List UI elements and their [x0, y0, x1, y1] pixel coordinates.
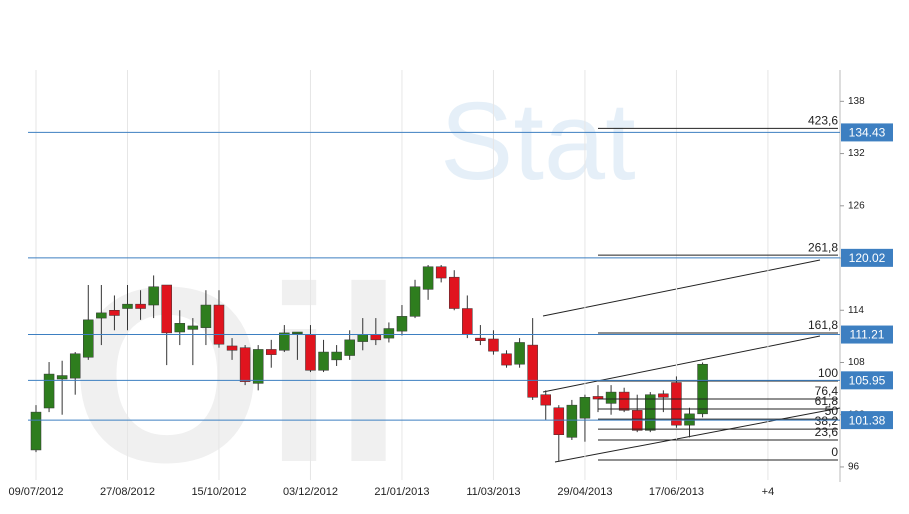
level-box	[841, 411, 893, 430]
candle-body	[83, 319, 94, 358]
candle-body	[213, 304, 225, 345]
x-tick-label: 09/07/2012	[8, 486, 63, 498]
candle-body	[514, 342, 525, 365]
candle-body	[96, 312, 107, 319]
fib-label: 161,8	[808, 318, 838, 332]
y-tick-label: 126	[848, 200, 865, 211]
candle-body	[109, 310, 120, 316]
candle-body	[396, 316, 408, 332]
y-tick-label: 108	[848, 357, 865, 368]
candle-body	[605, 391, 617, 404]
candle-body	[435, 266, 447, 279]
candle-body	[475, 337, 486, 341]
x-tick-label: 29/04/2013	[557, 486, 612, 498]
candle-body	[540, 394, 551, 406]
x-tick-label: 27/08/2012	[100, 486, 155, 498]
level-label: 105.95	[849, 374, 886, 388]
fib-label: 76,4	[815, 384, 839, 398]
candle-body	[501, 353, 512, 366]
candle-body	[56, 375, 68, 380]
candle-body	[239, 347, 251, 382]
candle-body	[370, 334, 382, 341]
candle-body	[697, 363, 708, 415]
candle-body	[331, 351, 342, 361]
level-label: 134.43	[849, 126, 886, 140]
candle-body	[671, 382, 682, 426]
watermark: Stat	[440, 80, 636, 203]
x-tick-label: 21/01/2013	[374, 486, 429, 498]
fib-label: 0	[831, 445, 838, 459]
candle-body	[305, 334, 316, 371]
candle-body	[579, 397, 591, 419]
candle-body	[357, 334, 368, 342]
fib-label: 261,8	[808, 240, 838, 254]
candle-body	[422, 266, 434, 290]
candle-body	[226, 345, 238, 351]
level-label: 111.21	[850, 328, 885, 342]
level-box	[841, 248, 893, 267]
fib-label: 38,2	[815, 414, 839, 428]
candle-body	[645, 394, 656, 431]
candle-body	[344, 339, 355, 356]
candle-body	[448, 276, 460, 309]
trend-line	[542, 259, 821, 317]
y-tick-label: 114	[848, 305, 864, 316]
fib-label: 423,6	[808, 113, 838, 127]
candle-body	[292, 331, 303, 335]
candle-body	[409, 286, 421, 317]
candle-body	[383, 328, 395, 339]
x-tick-label: 17/06/2013	[649, 486, 704, 498]
fib-label: 23,6	[815, 425, 839, 439]
candle-body	[161, 284, 172, 334]
candle-body	[30, 411, 42, 451]
candle-body	[69, 353, 81, 379]
candle-body	[252, 349, 264, 384]
candle-body	[122, 303, 133, 309]
candle-body	[187, 325, 199, 330]
level-label: 101.38	[849, 413, 886, 427]
y-tick-label: 138	[848, 96, 865, 107]
fib-label: 50	[825, 404, 839, 418]
x-tick-label: 03/12/2012	[283, 486, 338, 498]
watermark: Oil	[70, 235, 403, 509]
candle-body	[43, 373, 55, 409]
trend-line	[542, 335, 821, 393]
candle-body	[553, 407, 565, 435]
level-box	[841, 123, 893, 142]
candle-body	[318, 351, 329, 371]
candle-body	[200, 304, 212, 328]
candle-body	[527, 344, 538, 398]
candle-body	[618, 391, 630, 411]
x-tick-label: 11/03/2013	[466, 486, 520, 498]
y-tick-label: 96	[848, 462, 860, 473]
candle-body	[266, 349, 277, 355]
candle-body	[488, 338, 499, 352]
candle-body	[462, 308, 473, 335]
fib-label: 61,8	[815, 394, 839, 408]
level-box	[841, 325, 893, 344]
candle-body	[566, 404, 578, 438]
candle-body	[279, 332, 290, 351]
fib-label: 100	[818, 366, 838, 380]
candle-body	[174, 323, 186, 333]
x-tick-label: 15/10/2012	[191, 486, 246, 498]
level-label: 120.02	[849, 251, 886, 265]
candle-body	[135, 303, 146, 309]
trend-line	[554, 407, 841, 463]
candle-body	[658, 393, 669, 398]
candle-body	[148, 286, 159, 306]
y-tick-label: 132	[848, 148, 865, 159]
level-box	[841, 371, 893, 390]
x-tick-label: +4	[762, 486, 775, 498]
